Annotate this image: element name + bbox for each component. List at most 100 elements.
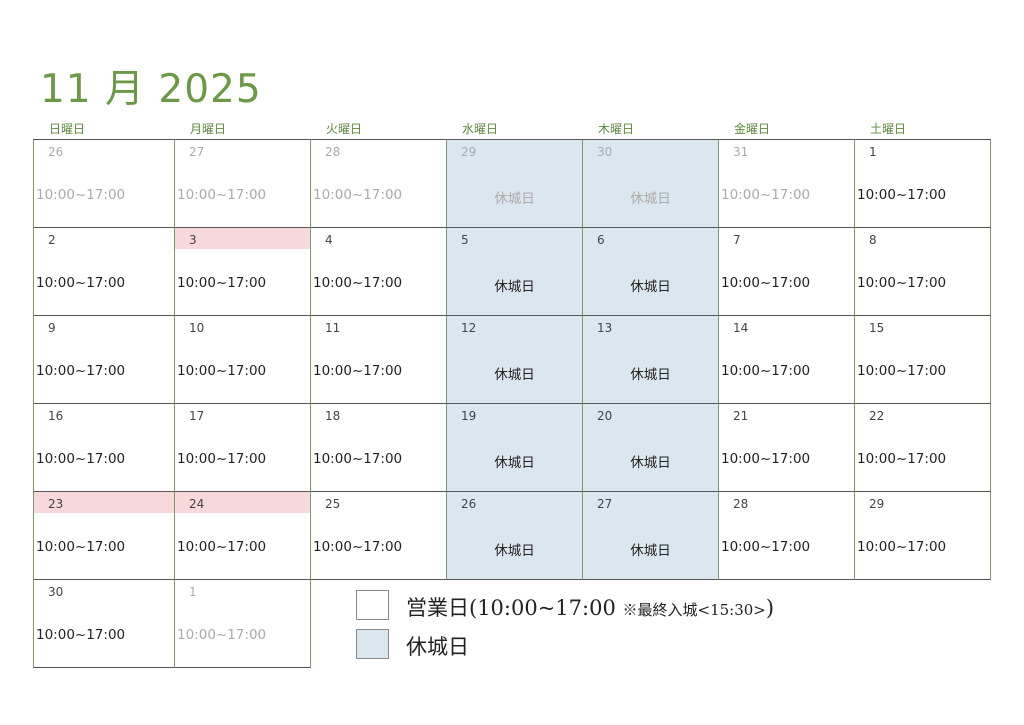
day-cell: 27 10:00~17:00	[174, 139, 311, 228]
hours-label: 10:00~17:00	[721, 187, 811, 203]
day-number: 1	[189, 585, 197, 599]
day-number: 30	[597, 145, 613, 159]
hours-label: 10:00~17:00	[721, 363, 811, 379]
closed-label: 休城日	[630, 367, 671, 383]
day-cell: 7 10:00~17:00	[718, 227, 855, 316]
day-number: 26	[48, 145, 64, 159]
day-number: 7	[733, 233, 741, 247]
day-cell: 24 10:00~17:00	[174, 491, 311, 580]
day-cell: 27 休城日	[582, 491, 719, 580]
hours-label: 10:00~17:00	[36, 627, 126, 643]
weekday-header: 日曜日	[49, 122, 86, 136]
hours-label: 10:00~17:00	[721, 451, 811, 467]
legend-closed-label: 休城日	[406, 635, 469, 659]
month-title: 11 月 2025	[40, 67, 262, 112]
hours-label: 10:00~17:00	[177, 627, 267, 643]
closed-label: 休城日	[630, 279, 671, 295]
day-number: 22	[869, 409, 885, 423]
day-cell: 15 10:00~17:00	[854, 315, 991, 404]
closed-label: 休城日	[494, 279, 535, 295]
day-cell: 9 10:00~17:00	[33, 315, 175, 404]
day-number: 27	[597, 497, 613, 511]
day-number: 23	[34, 492, 174, 513]
day-cell: 25 10:00~17:00	[310, 491, 447, 580]
closed-label: 休城日	[630, 191, 671, 207]
day-cell: 30 10:00~17:00	[33, 579, 175, 668]
day-number: 26	[461, 497, 477, 511]
day-number: 30	[48, 585, 64, 599]
day-cell: 4 10:00~17:00	[310, 227, 447, 316]
weekday-header: 月曜日	[190, 122, 227, 136]
day-number: 15	[869, 321, 885, 335]
hours-label: 10:00~17:00	[857, 363, 947, 379]
day-cell: 5 休城日	[446, 227, 583, 316]
hours-label: 10:00~17:00	[313, 187, 403, 203]
day-number: 1	[869, 145, 877, 159]
day-number: 20	[597, 409, 613, 423]
day-cell: 10 10:00~17:00	[174, 315, 311, 404]
closed-label: 休城日	[630, 543, 671, 559]
hours-label: 10:00~17:00	[857, 539, 947, 555]
hours-label: 10:00~17:00	[313, 539, 403, 555]
hours-label: 10:00~17:00	[313, 363, 403, 379]
day-cell: 19 休城日	[446, 403, 583, 492]
day-cell: 29 10:00~17:00	[854, 491, 991, 580]
closed-label: 休城日	[494, 191, 535, 207]
weekday-header: 土曜日	[870, 122, 907, 136]
day-cell: 23 10:00~17:00	[33, 491, 175, 580]
day-number: 21	[733, 409, 749, 423]
day-cell: 26 休城日	[446, 491, 583, 580]
day-number: 28	[733, 497, 749, 511]
weekday-header: 金曜日	[734, 122, 771, 136]
hours-label: 10:00~17:00	[36, 363, 126, 379]
day-number: 13	[597, 321, 613, 335]
day-cell: 2 10:00~17:00	[33, 227, 175, 316]
day-number: 8	[869, 233, 877, 247]
closed-label: 休城日	[494, 543, 535, 559]
day-cell: 28 10:00~17:00	[718, 491, 855, 580]
day-cell: 13 休城日	[582, 315, 719, 404]
hours-label: 10:00~17:00	[721, 275, 811, 291]
weekday-header: 木曜日	[598, 122, 635, 136]
hours-label: 10:00~17:00	[36, 275, 126, 291]
day-cell: 31 10:00~17:00	[718, 139, 855, 228]
hours-label: 10:00~17:00	[36, 187, 126, 203]
day-number: 29	[869, 497, 885, 511]
day-number: 19	[461, 409, 477, 423]
day-cell: 20 休城日	[582, 403, 719, 492]
day-cell: 17 10:00~17:00	[174, 403, 311, 492]
day-number: 6	[597, 233, 605, 247]
hours-label: 10:00~17:00	[313, 451, 403, 467]
weekday-header: 火曜日	[326, 122, 363, 136]
hours-label: 10:00~17:00	[721, 539, 811, 555]
hours-label: 10:00~17:00	[177, 275, 267, 291]
day-number: 18	[325, 409, 341, 423]
day-cell: 29 休城日	[446, 139, 583, 228]
legend-closed-swatch	[356, 629, 389, 659]
day-number: 14	[733, 321, 749, 335]
day-cell: 12 休城日	[446, 315, 583, 404]
hours-label: 10:00~17:00	[177, 451, 267, 467]
legend-open-label: 営業日(10:00~17:00 ※最終入城<15:30>)	[406, 596, 775, 620]
day-cell: 30 休城日	[582, 139, 719, 228]
day-cell: 22 10:00~17:00	[854, 403, 991, 492]
day-number: 3	[175, 228, 310, 249]
day-cell: 28 10:00~17:00	[310, 139, 447, 228]
day-number: 17	[189, 409, 205, 423]
day-number: 28	[325, 145, 341, 159]
hours-label: 10:00~17:00	[36, 539, 126, 555]
day-cell: 21 10:00~17:00	[718, 403, 855, 492]
day-number: 12	[461, 321, 477, 335]
day-number: 25	[325, 497, 341, 511]
closed-label: 休城日	[494, 367, 535, 383]
day-number: 24	[175, 492, 310, 513]
hours-label: 10:00~17:00	[857, 451, 947, 467]
day-cell: 11 10:00~17:00	[310, 315, 447, 404]
day-cell: 16 10:00~17:00	[33, 403, 175, 492]
hours-label: 10:00~17:00	[177, 363, 267, 379]
day-cell: 14 10:00~17:00	[718, 315, 855, 404]
hours-label: 10:00~17:00	[36, 451, 126, 467]
day-cell: 3 10:00~17:00	[174, 227, 311, 316]
day-cell: 8 10:00~17:00	[854, 227, 991, 316]
hours-label: 10:00~17:00	[177, 187, 267, 203]
